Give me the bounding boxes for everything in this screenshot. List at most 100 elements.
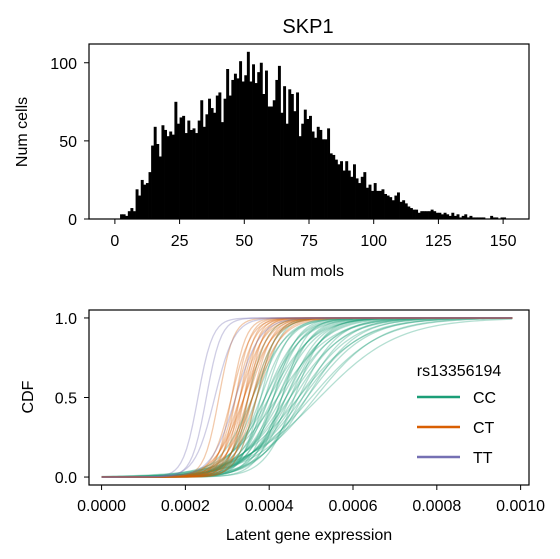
histogram-bar [316,126,320,219]
histogram-bar [301,123,305,219]
x-tick-label: 0.0000 [77,498,126,515]
histogram-bar [135,189,139,219]
histogram-bar [373,183,377,219]
histogram-bar [182,115,186,220]
cdf-curve-ct [101,317,513,478]
histogram-bar [179,117,183,219]
cdf-curve-ct [101,317,513,478]
histogram-bar [469,215,473,220]
histogram-bar [208,98,211,219]
histogram-bar [257,72,261,220]
histogram-bar [381,189,385,219]
cdf-curve-cc [101,317,513,478]
x-tick-label: 0.0010 [496,498,545,515]
cdf-curve-ct [101,317,513,478]
cdf-curve-cc [101,317,513,478]
histogram-panel: SKP1 0 25 50 75 100 125 150 0 50 100 Num mols Nu… [14,16,530,280]
histogram-bar [329,153,333,220]
histogram-bar [404,203,408,220]
histogram-bar [451,212,455,219]
cdf-curve-cc [101,317,513,478]
cdf-curve-cc [101,317,513,478]
histogram-bar [337,164,341,219]
histogram-bar [340,161,343,219]
histogram-bar [461,215,465,220]
histogram-bar [187,120,191,219]
histogram-y-ticks: 0 50 100 [50,56,89,229]
histogram-bar [474,217,478,219]
histogram-bar [303,109,307,220]
histogram-bar [311,131,315,219]
cdf-curve-ct [101,317,513,478]
histogram-bar [213,112,217,219]
cdf-curve-cc [101,317,513,478]
histogram-bar [363,172,367,220]
legend-label: TT [473,450,493,467]
cdf-x-label: Latent gene expression [226,527,392,544]
histogram-bar [500,217,504,219]
histogram-bar [386,195,390,219]
histogram-bar [425,211,429,219]
y-tick-label: 0.5 [55,391,77,408]
histogram-bar [371,190,375,220]
cdf-curve-cc [101,317,513,478]
histogram-bar [205,114,209,219]
cdf-curve-tt [101,317,513,478]
histogram-bar [223,98,227,219]
histogram-bar [298,136,302,219]
histogram-bar [306,119,310,219]
cdf-curve-ct [101,317,513,478]
histogram-bar [215,95,219,219]
cdf-curve-cc [101,317,513,478]
cdf-curve-ct [101,317,513,478]
histogram-bar [464,214,468,219]
histogram-bar [360,176,364,219]
histogram-bar [378,190,382,220]
histogram-bar [148,172,152,220]
histogram-bar [226,69,230,219]
cdf-curve-cc [101,317,513,478]
histogram-bar [145,183,149,219]
histogram-bar [459,217,463,219]
histogram-bar [415,209,419,220]
cdf-curves [101,317,513,478]
histogram-bar [189,129,193,219]
cdf-curve-cc [101,317,513,478]
histogram-bar [412,209,416,220]
cdf-curve-cc [101,317,513,478]
cdf-curve-cc [101,317,513,478]
cdf-curve-cc [101,317,513,478]
cdf-curve-cc [101,317,513,478]
cdf-curve-cc [101,317,513,478]
histogram-bar [345,161,349,219]
histogram-bar [156,144,160,219]
histogram-bar [210,108,214,219]
histogram-bar [164,129,167,219]
histogram-bar [265,70,268,219]
cdf-curve-ct [101,317,513,478]
histogram-bar [417,212,421,219]
histogram-bar [161,125,165,219]
cdf-curve-cc [101,317,513,478]
cdf-curve-cc [101,317,513,478]
histogram-bar [228,95,232,219]
cdf-curve-ct [101,317,513,478]
histogram-bar [236,78,240,220]
x-tick-label: 25 [171,233,189,250]
histogram-bar [127,211,131,219]
histogram-bar [200,100,204,219]
histogram-bar [272,100,276,219]
y-tick-label: 100 [50,56,77,73]
histogram-bar [399,201,403,219]
cdf-frame [88,309,530,486]
histogram-bar [195,133,199,219]
histogram-bar [472,217,475,219]
histogram-bar [490,215,494,220]
histogram-bar [495,217,499,219]
y-tick-label: 50 [59,134,77,151]
histogram-bar [482,217,486,219]
cdf-curve-cc [101,317,513,478]
cdf-curve-ct [101,317,513,478]
histogram-bar [259,62,263,219]
cdf-curve-cc [101,317,513,478]
